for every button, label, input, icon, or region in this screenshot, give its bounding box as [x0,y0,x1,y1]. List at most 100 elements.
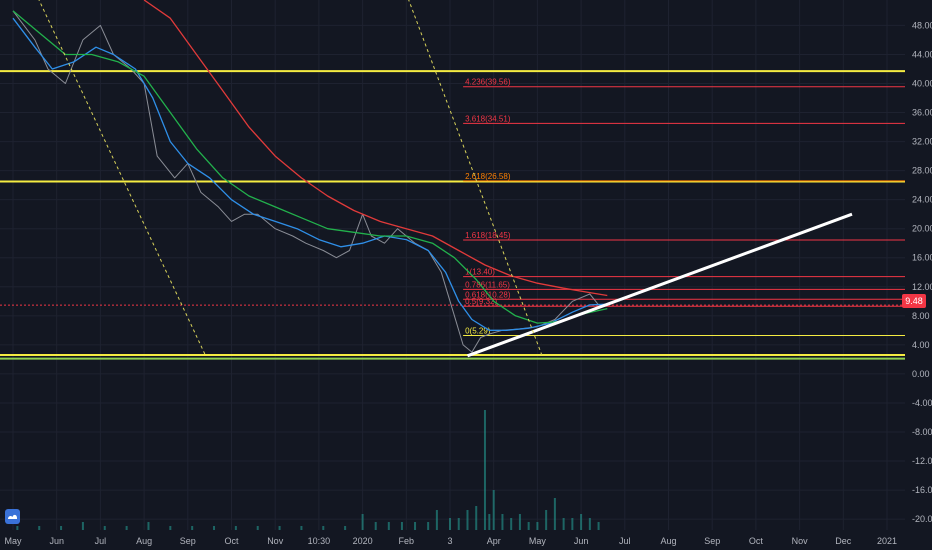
x-tick-label: 10:30 [308,536,331,546]
x-axis: May Jun Jul Aug Sep Oct Nov 10:30 2020 Feb 3 Apr May… [4,536,897,546]
chart-series [12,0,853,358]
horizontal-levels [0,70,905,360]
y-tick-label: 44.00 [912,49,932,59]
volume-bar [427,522,430,530]
y-tick-label: -8.00 [912,427,932,437]
volume-bar [278,526,281,530]
volume-bar [536,522,539,530]
y-tick-label: 24.00 [912,195,932,205]
tradingview-logo-icon[interactable] [5,509,20,524]
volume-bars [16,410,600,530]
fib-level-label: 1.618(18.45) [465,231,511,240]
volume-bar [300,526,303,530]
volume-bar [545,510,548,530]
y-tick-label: 48.00 [912,20,932,30]
volume-bar [449,518,451,530]
volume-bar [38,526,41,530]
y-axis: 52.00 48.00 44.00 40.00 36.00 32.00 28.00 24.00… [912,0,932,524]
y-tick-label: -16.00 [912,485,932,495]
y-tick-label: 52.00 [912,0,932,1]
volume-bar [483,410,486,530]
volume-bar [488,514,491,530]
x-tick-label: Oct [224,536,239,546]
x-tick-label: Jun [574,536,589,546]
fib-level-label: 2.618(26.58) [465,172,511,181]
fib-level-label: 4.236(39.56) [465,78,511,87]
volume-bar [475,506,478,530]
volume-bar [256,526,259,530]
x-tick-label: Jul [619,536,631,546]
trendline-series [466,212,853,358]
volume-bar [191,526,194,530]
y-tick-label: -4.00 [912,398,932,408]
x-tick-label: Jun [49,536,64,546]
ma-medium-series [12,10,608,324]
volume-bar [435,510,438,530]
volume-bar [387,522,390,530]
volume-bar [553,498,556,530]
y-tick-label: 8.00 [912,311,930,321]
ma-slow-series [143,0,608,297]
y-tick-label: 0.00 [912,369,930,379]
x-tick-label: May [4,536,22,546]
fib-level-label: 0(5.29) [465,326,491,335]
volume-bar [414,522,417,530]
volume-bar [213,526,216,530]
grid [0,0,905,530]
volume-bar [518,514,521,530]
y-tick-label: -20.00 [912,514,932,524]
x-tick-label: Sep [704,536,720,546]
volume-bar [597,522,600,530]
volume-bar [361,514,364,530]
y-tick-label: 20.00 [912,224,932,234]
x-tick-label: Jul [95,536,107,546]
volume-bar [374,522,377,530]
x-tick-label: Feb [399,536,415,546]
fib-level-label: 1(13.40) [465,268,495,277]
x-tick-label: Aug [136,536,152,546]
volume-bar [527,522,530,530]
volume-bar [322,526,325,530]
x-tick-label: Apr [487,536,501,546]
x-tick-label: Aug [660,536,676,546]
x-tick-label: 2020 [353,536,373,546]
fib-level-label: 0.5(9.32) [465,297,497,306]
x-tick-label: May [529,536,547,546]
x-tick-label: 3 [447,536,452,546]
y-tick-label: 40.00 [912,78,932,88]
volume-bar [571,518,574,530]
volume-bar [125,526,128,530]
ma-fast-series [12,17,608,331]
x-tick-label: Dec [835,536,852,546]
dashed-channel-series [408,0,543,356]
x-tick-label: 2021 [877,536,897,546]
x-tick-label: Nov [267,536,284,546]
volume-bar [492,490,495,530]
current-price-badge: 9.48 [902,294,926,308]
x-tick-label: Oct [749,536,764,546]
volume-bar [60,526,63,530]
volume-bar [147,522,150,530]
y-tick-label: -12.00 [912,456,932,466]
volume-bar [81,522,84,530]
volume-bar [457,518,460,530]
volume-bar [588,518,591,530]
y-tick-label: 28.00 [912,166,932,176]
volume-bar [580,514,583,530]
volume-bar [400,522,403,530]
y-tick-label: 16.00 [912,253,932,263]
x-tick-label: Nov [792,536,809,546]
volume-bar [510,518,513,530]
y-tick-label: 36.00 [912,108,932,118]
volume-bar [16,526,19,530]
volume-bar [344,526,347,530]
volume-bar [466,510,469,530]
volume-bar [234,526,237,530]
volume-bar [169,526,172,530]
y-tick-label: 32.00 [912,137,932,147]
dashed-channel-series [38,0,206,356]
volume-bar [501,514,504,530]
fib-level-label: 0.786(11.65) [465,280,510,289]
